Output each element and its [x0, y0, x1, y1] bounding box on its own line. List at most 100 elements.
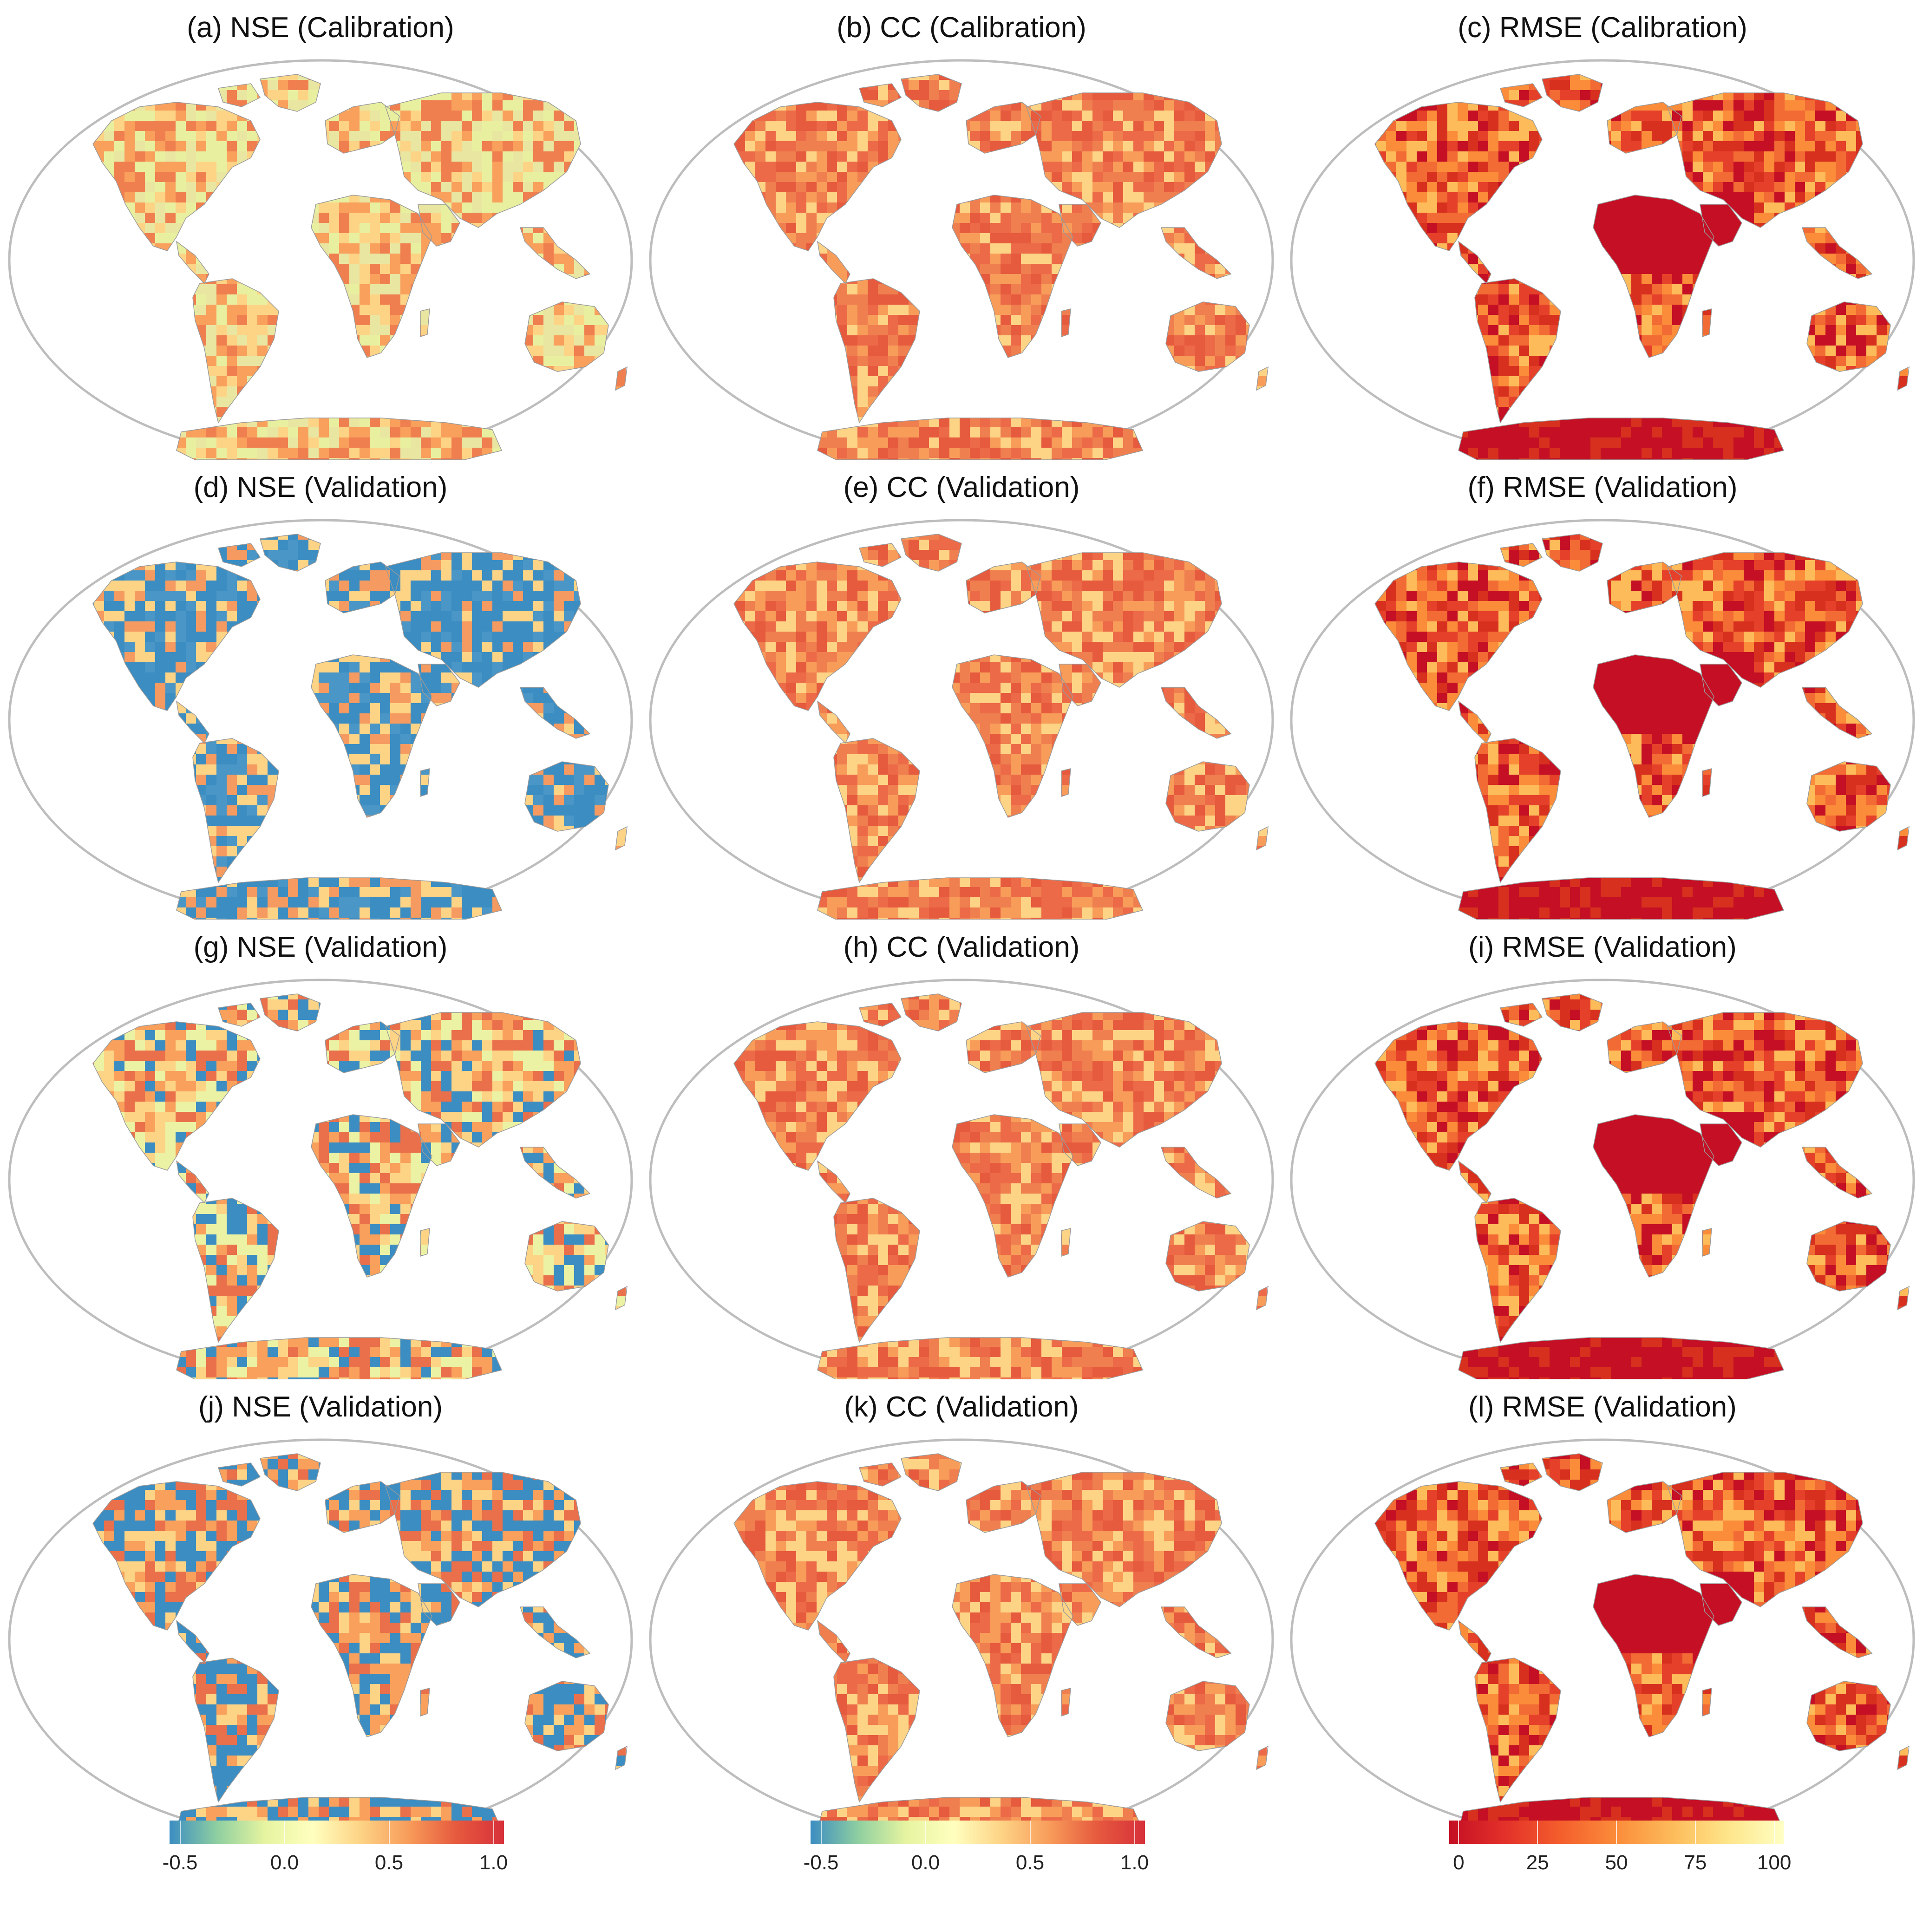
colorbar-tick — [1773, 1821, 1775, 1844]
landmass-madagascar — [420, 308, 430, 338]
landmass-australia — [1806, 1681, 1891, 1751]
colorbar-tick — [1616, 1821, 1617, 1844]
colorbar-tick-label: 0.5 — [1016, 1851, 1044, 1874]
landmass-arabia — [418, 1123, 460, 1166]
map-panel-g: (g) NSE (Validation) — [0, 920, 641, 1379]
landmass-arabia — [418, 1583, 460, 1626]
map-panel-b: (b) CC (Calibration) — [641, 0, 1282, 460]
landmass-africa — [952, 1114, 1073, 1278]
landmass-australia — [524, 1681, 609, 1751]
landmass-arabia — [1059, 664, 1101, 706]
landmass-africa — [952, 654, 1073, 818]
landmass-arctic — [1500, 1462, 1543, 1487]
landmass-samerica — [833, 1198, 920, 1343]
panel-title: (d) NSE (Validation) — [0, 460, 641, 516]
landmass-arabia — [1059, 1123, 1101, 1166]
landmass-samerica — [833, 278, 920, 424]
landmass-samerica — [1474, 1198, 1561, 1343]
landmass-arctic — [1500, 543, 1543, 567]
landmass-nz — [1256, 1286, 1269, 1311]
landmass-samerica — [833, 1658, 920, 1803]
panel-title: (b) CC (Calibration) — [641, 0, 1282, 56]
landmass-australia — [524, 301, 609, 372]
landmass-namerica — [92, 1481, 261, 1631]
landmass-greenland — [1542, 1453, 1603, 1491]
landmass-arabia — [1700, 1123, 1742, 1166]
map-panel-l: (l) RMSE (Validation) — [1282, 1379, 1923, 1839]
landmass-antarctica — [176, 877, 503, 920]
colorbar-tick-label: 0.5 — [375, 1851, 403, 1874]
landmass-arctic — [1500, 83, 1543, 107]
landmass-seasia — [519, 227, 591, 279]
landmass-camerica — [176, 241, 209, 284]
landmass-namerica — [733, 561, 902, 711]
landmass-arabia — [1700, 664, 1742, 706]
landmass-australia — [1165, 761, 1250, 832]
landmass-greenland — [260, 534, 321, 572]
landmass-seasia — [1160, 687, 1232, 739]
landmass-samerica — [1474, 278, 1561, 424]
panel-title: (l) RMSE (Validation) — [1282, 1379, 1923, 1435]
landmass-europe — [966, 102, 1041, 154]
landmass-camerica — [176, 1620, 209, 1664]
landmass-antarctica — [817, 418, 1144, 460]
landmass-namerica — [1374, 102, 1543, 251]
panel-title: (g) NSE (Validation) — [0, 920, 641, 975]
panel-title: (h) CC (Validation) — [641, 920, 1282, 975]
world-map — [8, 519, 633, 920]
landmass-arctic — [859, 543, 902, 567]
landmass-europe — [1607, 1481, 1682, 1533]
landmass-australia — [1806, 761, 1891, 832]
coastlines — [92, 534, 628, 920]
landmass-africa — [1593, 1114, 1714, 1278]
panel-title: (i) RMSE (Validation) — [1282, 920, 1923, 975]
landmass-madagascar — [1702, 1228, 1712, 1257]
colorbar-nse: -0.5 0.0 0.5 1.0 — [163, 1821, 508, 1886]
landmass-europe — [1607, 561, 1682, 614]
landmass-namerica — [733, 1481, 902, 1631]
coastlines — [733, 74, 1269, 460]
landmass-seasia — [519, 687, 591, 739]
panel-title: (j) NSE (Validation) — [0, 1379, 641, 1435]
landmass-australia — [524, 1221, 609, 1292]
colorbar-tick-label: 0 — [1453, 1851, 1464, 1874]
coastlines — [1374, 993, 1910, 1379]
landmass-namerica — [92, 102, 261, 251]
landmass-seasia — [1801, 227, 1873, 279]
colorbar-tick-label: -0.5 — [163, 1851, 198, 1874]
landmass-asia — [1026, 92, 1222, 228]
landmass-madagascar — [1061, 768, 1071, 797]
landmass-seasia — [1160, 227, 1232, 279]
landmass-europe — [966, 1021, 1041, 1073]
coastlines — [733, 534, 1269, 920]
landmass-australia — [1806, 1221, 1891, 1292]
colorbar-tick — [179, 1821, 181, 1844]
colorbar-tick-label: 1.0 — [479, 1851, 508, 1874]
colorbar-gradient — [811, 1821, 1145, 1844]
landmass-arabia — [418, 664, 460, 706]
panel-title: (c) RMSE (Calibration) — [1282, 0, 1923, 56]
world-map — [649, 1438, 1274, 1839]
world-map — [1290, 59, 1915, 460]
landmass-europe — [1607, 102, 1682, 154]
landmass-africa — [1593, 1574, 1714, 1737]
landmass-seasia — [1801, 1606, 1873, 1658]
landmass-arabia — [1700, 204, 1742, 247]
world-map — [1290, 1438, 1915, 1839]
landmass-samerica — [1474, 1658, 1561, 1803]
landmass-nz — [615, 366, 628, 391]
landmass-madagascar — [1061, 1688, 1071, 1717]
map-panel-j: (j) NSE (Validation) — [0, 1379, 641, 1839]
landmass-nz — [1256, 1745, 1269, 1770]
map-panel-k: (k) CC (Validation) — [641, 1379, 1282, 1839]
colorbar-tick-label: 1.0 — [1120, 1851, 1149, 1874]
coastlines — [733, 993, 1269, 1379]
landmass-madagascar — [1061, 308, 1071, 338]
landmass-nz — [1256, 826, 1269, 851]
landmass-greenland — [901, 74, 962, 112]
landmass-europe — [966, 1481, 1041, 1533]
landmass-greenland — [901, 534, 962, 572]
landmass-seasia — [1160, 1147, 1232, 1199]
landmass-madagascar — [1702, 768, 1712, 797]
landmass-asia — [1026, 1472, 1222, 1607]
